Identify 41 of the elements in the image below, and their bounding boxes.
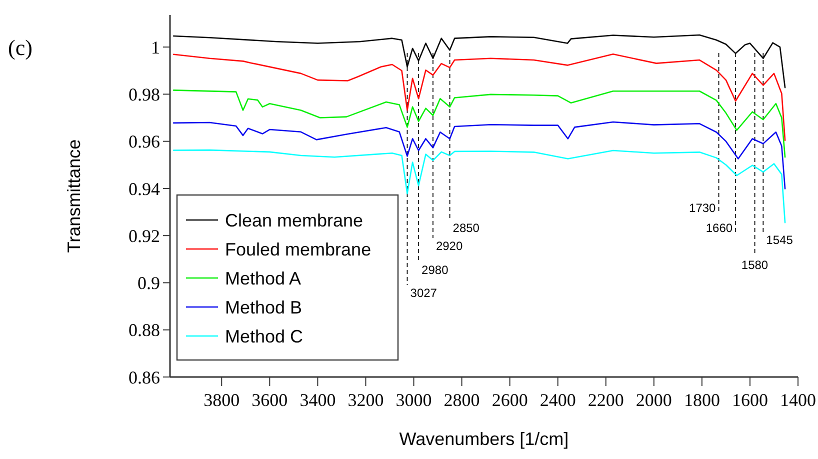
ref-line-label: 1660 [706, 221, 733, 235]
x-tick-label: 3400 [300, 390, 336, 410]
x-axis-title: Wavenumbers [1/cm] [399, 429, 569, 449]
text: (c) [8, 35, 32, 60]
y-tick-label: 0.86 [128, 367, 160, 388]
line-series [172, 90, 786, 158]
line-series [172, 121, 786, 190]
ref-line-label: 1580 [741, 258, 768, 272]
legend-label: Method A [225, 268, 302, 288]
legend-label: Clean membrane [225, 210, 364, 230]
x-tick-label: 2000 [636, 390, 672, 410]
y-tick-label: 0.88 [128, 320, 160, 340]
x-tick-label: 2600 [492, 390, 528, 410]
line-series [172, 53, 786, 142]
x-tick-label: 1400 [780, 390, 816, 410]
x-tick-label: 3800 [204, 390, 240, 410]
ref-line-label: 2850 [452, 221, 480, 235]
ref-line-label: 1545 [766, 233, 794, 247]
y-tick-label: 1 [151, 37, 160, 58]
ref-line-label: 2920 [436, 239, 463, 253]
y-axis-title: Transmittance [64, 139, 84, 253]
x-tick-label: 2800 [444, 390, 480, 410]
legend-label: Fouled membrane [225, 239, 372, 260]
ref-line-label: 3027 [410, 286, 438, 300]
y-tick-label: 0.9 [138, 273, 160, 294]
x-tick-label: 3600 [252, 390, 288, 410]
y-tick-label: 0.96 [128, 132, 160, 152]
y-tick-label: 0.94 [128, 178, 160, 199]
x-tick-label: 3200 [348, 390, 384, 410]
legend-label: Method B [225, 297, 302, 318]
ref-line-label: 1730 [689, 201, 716, 215]
x-tick-label: 2200 [588, 390, 624, 410]
x-tick-label: 2400 [540, 390, 576, 410]
legend-label: Method C [225, 326, 304, 346]
y-tick-label: 0.92 [128, 226, 160, 246]
line-series [172, 34, 786, 88]
ref-line-label: 2980 [422, 263, 449, 277]
x-tick-label: 1600 [732, 390, 768, 410]
y-tick-label: 0.98 [128, 84, 160, 104]
x-tick-label: 1800 [684, 390, 720, 410]
x-tick-label: 3000 [396, 390, 432, 410]
